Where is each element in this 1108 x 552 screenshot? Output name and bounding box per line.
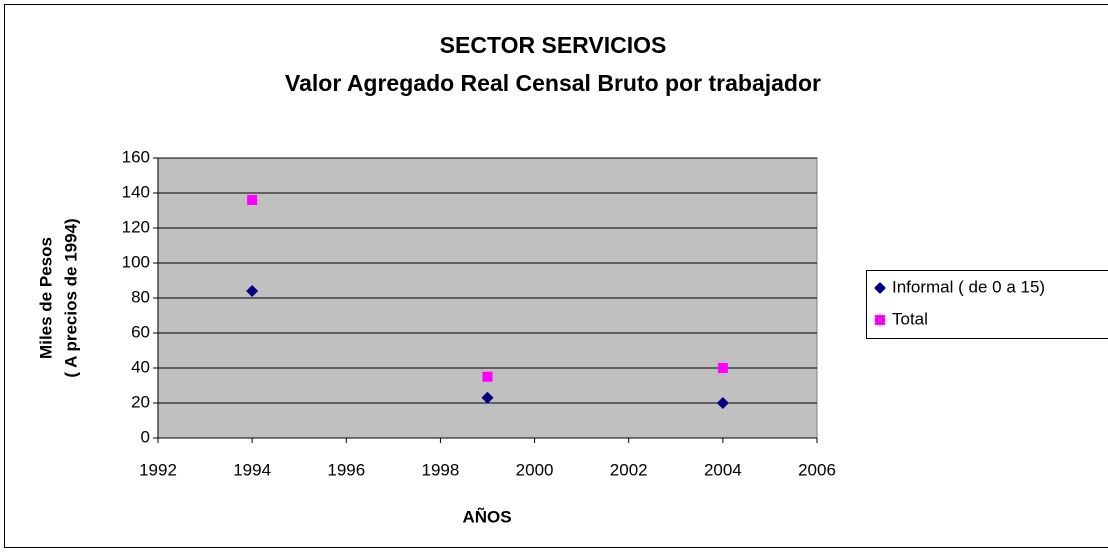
y-tick-label: 60 xyxy=(131,322,150,341)
legend-marker xyxy=(874,282,886,294)
x-tick-label: 1996 xyxy=(327,460,365,479)
y-tick-label: 0 xyxy=(141,427,150,446)
x-axis-label: AÑOS xyxy=(462,506,511,526)
data-point xyxy=(716,397,729,409)
y-axis-label: ( A precios de 1994) xyxy=(61,218,80,377)
y-tick-label: 100 xyxy=(122,252,150,271)
x-tick-label: 2006 xyxy=(798,460,836,479)
legend-label: Informal ( de 0 a 15) xyxy=(892,277,1045,296)
x-tick-label: 1998 xyxy=(422,460,460,479)
y-tick-label: 40 xyxy=(131,357,150,376)
x-tick-label: 2000 xyxy=(516,460,554,479)
data-point xyxy=(481,391,494,404)
y-tick-label: 80 xyxy=(131,287,150,306)
y-axis-label: Miles de Pesos xyxy=(36,237,55,359)
x-tick-label: 2004 xyxy=(704,460,742,479)
y-tick-label: 160 xyxy=(122,147,150,166)
y-tick-label: 140 xyxy=(122,182,150,201)
data-point xyxy=(717,363,728,373)
data-point xyxy=(482,371,493,382)
x-tick-label: 1994 xyxy=(233,460,271,479)
y-tick-label: 20 xyxy=(131,392,150,411)
chart-title: SECTOR SERVICIOS xyxy=(440,32,667,58)
legend-box xyxy=(866,270,1108,339)
chart-subtitle: Valor Agregado Real Censal Bruto por tra… xyxy=(285,70,821,96)
data-point xyxy=(246,285,259,297)
data-point xyxy=(247,195,258,205)
legend-label: Total xyxy=(892,309,928,328)
legend-marker xyxy=(875,315,885,325)
x-tick-label: 1992 xyxy=(139,460,177,479)
y-tick-label: 120 xyxy=(122,217,150,236)
x-tick-label: 2002 xyxy=(610,460,648,479)
